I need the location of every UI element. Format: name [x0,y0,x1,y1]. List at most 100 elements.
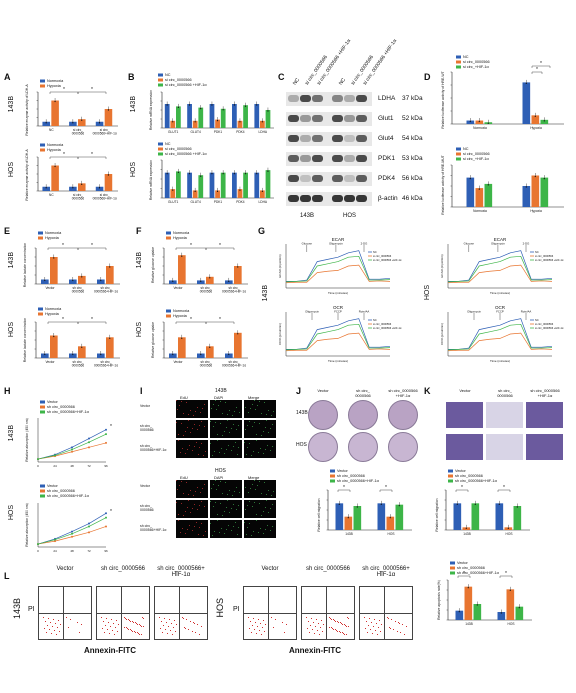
data-point [261,121,263,123]
cell-dot [187,507,189,509]
cell-dot [204,484,206,486]
blot-band [344,175,355,182]
data-point [500,612,502,614]
cell-dot [252,484,254,486]
legend-swatch [330,469,335,473]
axis-label: Relative lactate concentration [23,243,27,288]
data-point [105,512,107,515]
cell-dot [245,429,247,431]
flow-dot [162,632,163,633]
bar [220,172,226,198]
transwell-image [526,434,563,460]
flow-dot [347,617,348,618]
flow-dot [323,624,324,625]
cell-dot [188,494,190,496]
legend-swatch [456,147,461,151]
legend-label: si circ_0000566 [165,78,192,82]
bar [104,174,113,191]
blot-row [286,92,372,106]
cell-dot [244,522,246,524]
flow-dot [376,623,377,624]
flow-dot [113,623,114,624]
protein-size: 54 kDa [402,135,423,142]
panel-label-i: I [140,386,143,396]
flow-dot [252,625,253,626]
plate-well [348,400,378,430]
cell-dot [222,493,224,495]
flow-dot [331,627,332,628]
cell-dot [212,455,214,457]
legend-label: sh circ_0000566+HIF-1α [337,479,380,483]
microscopy-image [176,440,208,458]
cell-dot [197,509,199,511]
data-point [467,587,469,589]
bar [95,121,104,126]
sig-star: * [91,317,93,323]
cell-dot [264,402,266,404]
bar [198,107,204,128]
western-blot: LDHA 37 kDa Glut1 52 kDa Glut4 54 kDa PDK1 53 k… [286,92,426,214]
bar [265,110,271,128]
flow-dot [343,633,344,634]
flow-dot [45,621,46,622]
cell-dot [264,482,266,484]
bar-chart-L: 143B HOS * * [446,571,532,626]
flow-dot [104,632,105,633]
cell-dot [183,515,185,517]
legend-label: si circ_0000566 [373,322,392,326]
data-point [54,165,56,168]
cell-dot [227,494,229,496]
lane-label: NC [338,77,348,87]
protein-name: PDK4 [378,175,395,182]
cell-dot [180,532,182,534]
series-line [448,318,553,350]
data-point [194,121,196,123]
flow-dot [172,634,173,635]
cell-dot [259,423,261,425]
data-point [54,454,56,457]
flow-dot [336,630,337,631]
data-point [498,503,500,505]
legend-label: si circ_0000566 +HIF-1α [373,326,402,330]
data-point [54,538,56,541]
flow-dot [332,628,333,629]
flow-dot [53,619,54,620]
tick-label: si circ_ [100,193,110,197]
blot-cell-143b: 143B [300,213,315,219]
legend-swatch [166,231,171,235]
data-point [233,173,235,175]
blot-band [356,155,367,162]
flow-col-label: sh circ_0000566 [305,566,351,572]
cell-dot [236,487,238,489]
flow-dot [130,629,131,630]
flow-dot [333,629,334,630]
flow-dot [286,624,287,625]
legend-label: Hypoxia [47,148,62,152]
microscopy-col-label: Merge [248,395,260,400]
data-point [518,607,520,609]
plate-col-label: sh circ_ 0000566 [355,388,371,398]
data-point [81,276,83,278]
data-point [194,190,196,192]
tick-label: HOS [508,622,515,626]
cell-dot [231,508,233,510]
bar [243,105,248,128]
cell-dot [255,489,257,491]
bar [95,186,104,191]
cell-dot [219,452,221,454]
cell-dot [256,520,258,522]
flow-dot [50,622,51,623]
cell-dot [237,454,239,456]
quadrant-line [39,613,91,614]
tick-label: si circ_ [73,128,83,132]
bar [531,175,540,207]
cell-dot [189,445,191,447]
bar [386,516,395,530]
cell-dot [199,505,201,507]
axis-label: Relative enzyme activity of LDH-A [25,84,29,136]
flow-dot [124,627,125,628]
cell-dot [267,445,269,447]
blot-band [288,135,299,142]
tick-label: 48 [70,549,74,553]
